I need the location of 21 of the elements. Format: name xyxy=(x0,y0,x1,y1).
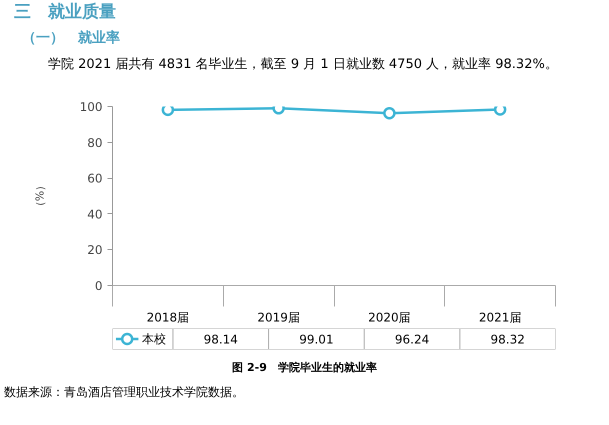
y-tick-label: 80 xyxy=(87,136,103,150)
y-tick-label: 0 xyxy=(94,279,103,293)
y-tick-label: 100 xyxy=(80,100,102,114)
x-tick-label: 2020届 xyxy=(368,310,411,324)
x-tick-label: 2019届 xyxy=(257,310,300,324)
x-tick-label: 2021届 xyxy=(478,310,522,324)
legend-label: 本校 xyxy=(142,332,166,346)
y-tick-label: 20 xyxy=(87,243,103,258)
source-note: 数据来源：青岛酒店管理职业技术学院数据。 xyxy=(4,384,244,401)
chart-title: 三 就业质量 xyxy=(14,1,116,24)
chart-subtitle: （一） 就业率 xyxy=(22,28,120,48)
data-label: 98.32 xyxy=(490,332,525,346)
text: 学院 2021 届共有 4831 名毕业生，截至 9 月 1 日就业数 4750 人，就业率 98.32%。 xyxy=(48,56,558,74)
y-tick-label: 60 xyxy=(87,172,103,186)
y-tick-label: 40 xyxy=(87,207,103,222)
caption: 图 2-9 学院毕业生的就业率 xyxy=(232,360,377,376)
data-label: 96.24 xyxy=(394,332,430,346)
data-label: 98.14 xyxy=(204,332,238,346)
data-label: 99.01 xyxy=(299,332,334,346)
y-axis-title: （%） xyxy=(34,180,47,212)
x-tick-label: 2018届 xyxy=(146,310,190,324)
